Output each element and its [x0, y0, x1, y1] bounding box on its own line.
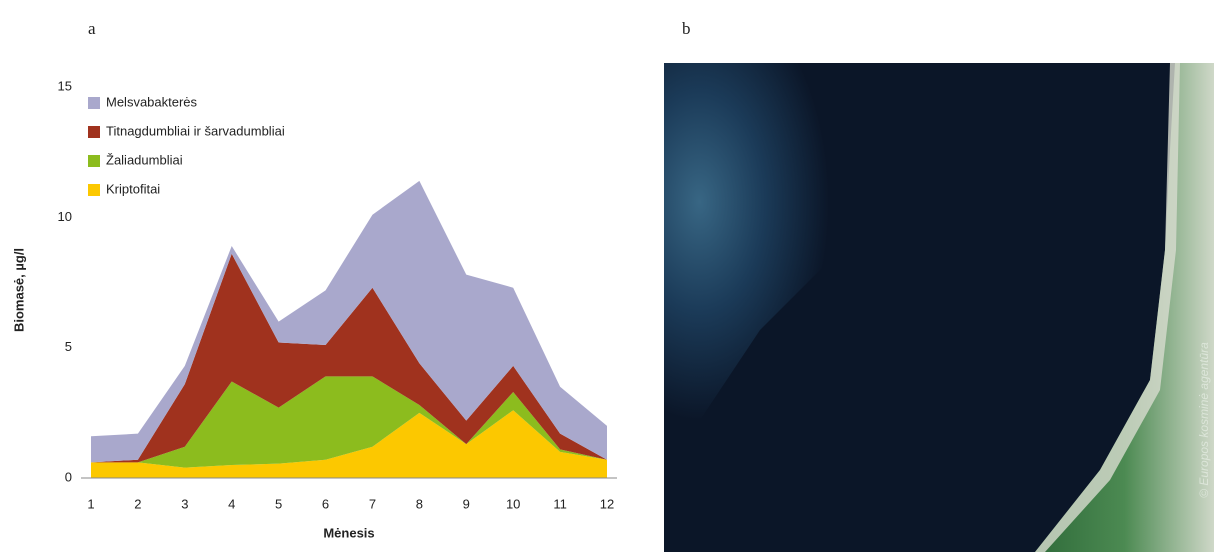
- x-tick-label: 3: [181, 496, 188, 511]
- legend-swatch: [88, 97, 100, 109]
- area: [91, 376, 607, 468]
- image-credit: © Europos kosminė agentūra: [1197, 342, 1211, 498]
- y-axis-label: Biomasė, µg/l: [11, 248, 26, 332]
- x-axis-label: Mėnesis: [323, 525, 374, 540]
- satellite-image: © Europos kosminė agentūra: [664, 63, 1214, 552]
- x-tick-label: 8: [416, 496, 423, 511]
- x-tick-label: 11: [553, 496, 567, 511]
- y-tick-label: 5: [65, 339, 72, 354]
- legend-label: Titnagdumbliai ir šarvadumbliai: [106, 123, 285, 138]
- x-tick-label: 1: [87, 496, 94, 511]
- y-tick-label: 0: [65, 469, 72, 484]
- bloom: [664, 63, 900, 460]
- y-tick-label: 10: [58, 209, 72, 224]
- x-tick-label: 7: [369, 496, 376, 511]
- panel-label: a: [88, 19, 96, 38]
- x-tick-label: 9: [463, 496, 470, 511]
- x-tick-label: 12: [600, 496, 614, 511]
- area: [91, 253, 607, 463]
- legend-label: Melsvabakterės: [106, 94, 198, 109]
- legend-swatch: [88, 155, 100, 167]
- x-tick-label: 4: [228, 496, 235, 511]
- x-tick-label: 10: [506, 496, 520, 511]
- x-tick-label: 6: [322, 496, 329, 511]
- area: [91, 410, 607, 478]
- legend-label: Kriptofitai: [106, 181, 160, 196]
- y-tick-label: 15: [58, 78, 72, 93]
- legend-label: Žaliadumbliai: [106, 152, 183, 167]
- legend-swatch: [88, 126, 100, 138]
- area: [91, 180, 607, 463]
- x-tick-label: 2: [134, 496, 141, 511]
- legend-swatch: [88, 184, 100, 196]
- x-tick-label: 5: [275, 496, 282, 511]
- panel-label: b: [682, 19, 691, 38]
